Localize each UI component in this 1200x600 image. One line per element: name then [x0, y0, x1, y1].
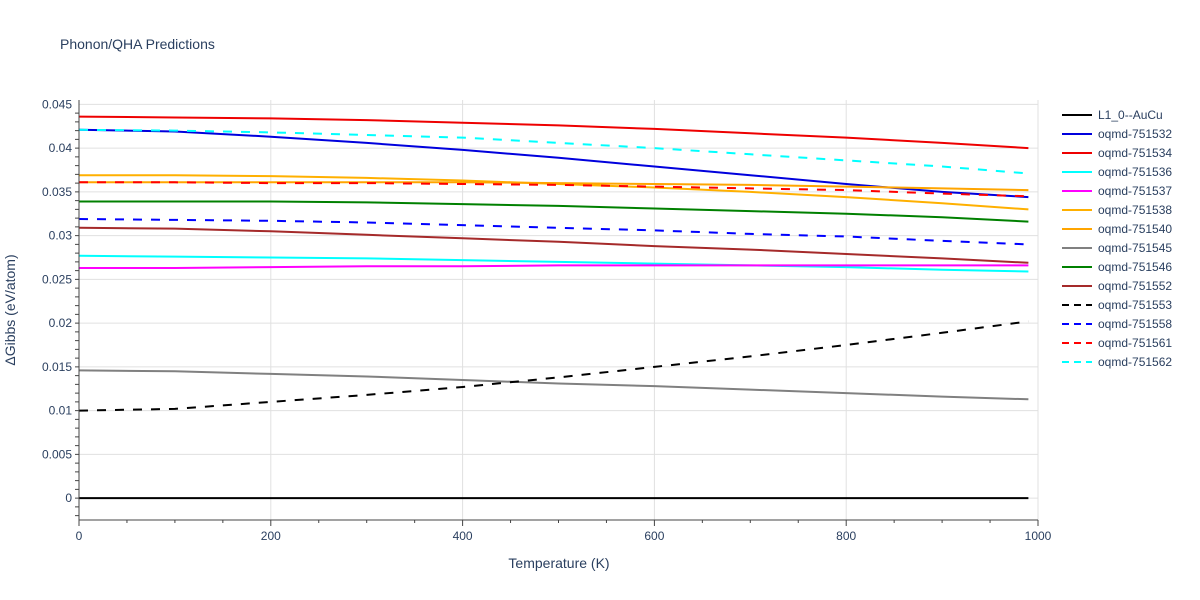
- series-line-oqmd-751558[interactable]: [78, 218, 1029, 246]
- y-tick-label: 0.04: [49, 141, 73, 155]
- chart-title: Phonon/QHA Predictions: [60, 36, 215, 52]
- y-tick-label: 0.015: [42, 360, 72, 374]
- y-tick-label: 0: [65, 491, 72, 505]
- legend-label: oqmd-751553: [1098, 298, 1172, 312]
- legend-item-oqmd-751552[interactable]: oqmd-751552: [1062, 279, 1172, 293]
- x-tick-label: 200: [261, 529, 281, 543]
- x-tick-labels: 0 200 400 600 800 1000: [76, 529, 1052, 543]
- legend-label: oqmd-751558: [1098, 317, 1172, 331]
- legend-label: L1_0--AuCu: [1098, 108, 1163, 122]
- legend-label: oqmd-751534: [1098, 146, 1172, 160]
- legend-item-oqmd-751558[interactable]: oqmd-751558: [1062, 317, 1172, 331]
- legend-item-oqmd-751534[interactable]: oqmd-751534: [1062, 146, 1172, 160]
- series-line-oqmd-751537[interactable]: [79, 264, 1029, 269]
- legend-item-oqmd-751532[interactable]: oqmd-751532: [1062, 127, 1172, 141]
- legend-item-oqmd-751546[interactable]: oqmd-751546: [1062, 260, 1172, 274]
- legend-label: oqmd-751545: [1098, 241, 1172, 255]
- y-tick-label: 0.035: [42, 185, 72, 199]
- y-tick-labels: 0 0.005 0.01 0.015 0.02 0.025 0.03 0.035 0.04 0.0…: [42, 97, 72, 505]
- series-line-oqmd-751553[interactable]: [78, 320, 1029, 412]
- legend-label: oqmd-751562: [1098, 355, 1172, 369]
- series-line-oqmd-751545[interactable]: [78, 369, 1029, 401]
- legend-item-oqmd-751537[interactable]: oqmd-751537: [1062, 184, 1172, 198]
- legend-item-oqmd-751540[interactable]: oqmd-751540: [1062, 222, 1172, 236]
- series-line-oqmd-751536[interactable]: [78, 254, 1029, 273]
- y-tick-label: 0.03: [49, 229, 73, 243]
- x-axis-title: Temperature (K): [508, 555, 609, 571]
- legend-label: oqmd-751536: [1098, 165, 1172, 179]
- legend-label: oqmd-751532: [1098, 127, 1172, 141]
- y-minor-ticks: [75, 112, 1039, 526]
- y-tick-label: 0.045: [42, 97, 72, 111]
- legend-item-oqmd-751538[interactable]: oqmd-751538: [1062, 203, 1172, 217]
- x-tick-label: 600: [644, 529, 664, 543]
- legend[interactable]: L1_0--AuCu oqmd-751532 oqmd-751534 oqmd-751…: [1062, 108, 1172, 369]
- y-tick-label: 0.02: [49, 316, 73, 330]
- y-tick-label: 0.005: [42, 447, 72, 461]
- series-line-oqmd-751546[interactable]: [79, 200, 1029, 223]
- legend-item-oqmd-751536[interactable]: oqmd-751536: [1062, 165, 1172, 179]
- legend-label: oqmd-751540: [1098, 222, 1172, 236]
- legend-item-oqmd-751562[interactable]: oqmd-751562: [1062, 355, 1172, 369]
- y-tick-label: 0.025: [42, 272, 72, 286]
- legend-item-oqmd-751561[interactable]: oqmd-751561: [1062, 336, 1172, 350]
- legend-label: oqmd-751538: [1098, 203, 1172, 217]
- x-tick-label: 1000: [1025, 529, 1052, 543]
- legend-item-oqmd-751545[interactable]: oqmd-751545: [1062, 241, 1172, 255]
- series-lines[interactable]: [78, 115, 1029, 500]
- axes: [78, 100, 1038, 521]
- series-line-oqmd-751534[interactable]: [78, 115, 1029, 150]
- legend-label: oqmd-751537: [1098, 184, 1172, 198]
- x-tick-label: 800: [836, 529, 856, 543]
- series-line-oqmd-751552[interactable]: [78, 226, 1029, 264]
- legend-label: oqmd-751552: [1098, 279, 1172, 293]
- y-tick-label: 0.01: [49, 404, 73, 418]
- legend-item-oqmd-751553[interactable]: oqmd-751553: [1062, 298, 1172, 312]
- x-tick-label: 400: [453, 529, 473, 543]
- series-line-oqmd-751562[interactable]: [78, 128, 1029, 175]
- series-line-oqmd-751540[interactable]: [79, 181, 1029, 192]
- legend-item-L1_0--AuCu[interactable]: L1_0--AuCu: [1062, 108, 1163, 122]
- legend-label: oqmd-751546: [1098, 260, 1172, 274]
- grid-lines: [78, 100, 1039, 520]
- x-tick-label: 0: [76, 529, 83, 543]
- y-axis-title: ΔGibbs (eV/atom): [2, 254, 18, 365]
- series-line-oqmd-751561[interactable]: [79, 181, 1029, 198]
- legend-label: oqmd-751561: [1098, 336, 1172, 350]
